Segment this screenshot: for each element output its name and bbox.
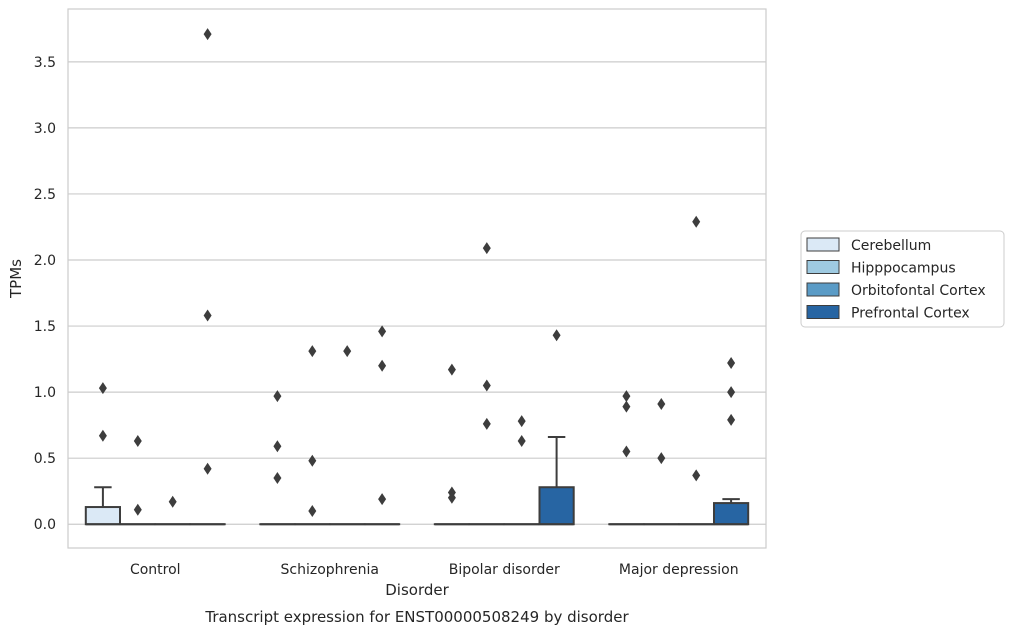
x-tick-label: Bipolar disorder — [449, 562, 560, 578]
box-2-3 — [678, 215, 715, 526]
outlier-point — [517, 434, 526, 447]
outlier-point — [517, 415, 526, 428]
x-tick-label: Control — [130, 562, 181, 578]
box-0-1 — [259, 390, 296, 526]
box-body — [84, 506, 122, 526]
y-tick-label: 1.5 — [34, 319, 56, 335]
y-tick-label: 0.5 — [34, 451, 56, 467]
legend-frame — [800, 230, 1005, 328]
outlier-point — [692, 215, 701, 228]
box-body — [712, 502, 750, 526]
outlier-point — [273, 440, 282, 453]
box-0-3 — [608, 390, 645, 526]
legend-label: Hipppocampus — [851, 261, 956, 277]
box-1-2 — [468, 242, 505, 526]
box-2-0 — [154, 495, 191, 526]
outlier-point — [727, 386, 736, 399]
outlier-point — [308, 454, 317, 467]
outlier-point — [273, 390, 282, 403]
box-0-2 — [433, 363, 471, 526]
legend-swatch — [806, 305, 840, 319]
box-3-0 — [189, 28, 226, 526]
outlier-point — [273, 471, 282, 484]
y-tick-label: 3.5 — [34, 55, 56, 71]
chart-caption: Transcript expression for ENST0000050824… — [204, 608, 629, 626]
box-3-3 — [712, 357, 750, 526]
legend-swatch — [806, 237, 840, 252]
outlier-point — [447, 363, 456, 376]
box-1-1 — [294, 345, 331, 526]
y-tick-label: 2.0 — [34, 253, 56, 269]
outlier-point — [482, 379, 491, 392]
outlier-point — [203, 28, 212, 41]
x-tick-label: Major depression — [619, 562, 739, 578]
outlier-point — [308, 345, 317, 358]
outlier-point — [622, 400, 631, 413]
box-1-0 — [119, 434, 156, 526]
box-1-3 — [643, 398, 680, 526]
y-axis-label: TPMs — [7, 259, 25, 299]
grid-lines — [68, 61, 766, 525]
outlier-point — [133, 434, 142, 447]
box-3-1 — [363, 325, 401, 526]
y-tick-label: 0.0 — [34, 517, 56, 533]
outlier-point — [727, 413, 736, 426]
legend-swatch — [806, 282, 840, 297]
box-0-0 — [84, 382, 122, 526]
outlier-point — [657, 398, 666, 411]
legend-label: Cerebellum — [851, 238, 931, 254]
outlier-point — [622, 445, 631, 458]
outlier-point — [482, 242, 491, 255]
outlier-point — [98, 382, 107, 395]
outlier-point — [727, 357, 736, 370]
outlier-point — [308, 505, 317, 518]
box-body — [538, 486, 575, 526]
outlier-point — [378, 359, 387, 372]
box-2-1 — [329, 345, 366, 526]
x-axis-ticks: Control Schizophrenia Bipolar disorder Majo… — [130, 562, 739, 578]
y-tick-label: 1.0 — [34, 385, 56, 401]
y-tick-label: 2.5 — [34, 187, 56, 203]
plot-area-frame — [67, 8, 767, 549]
legend: Cerebellum Hipppocampus Orbitofontal Corte… — [800, 230, 1005, 328]
outlier-point — [133, 503, 142, 516]
outlier-point — [98, 429, 107, 442]
outlier-point — [482, 417, 491, 430]
x-tick-label: Schizophrenia — [281, 562, 379, 578]
box-3-2 — [538, 329, 575, 526]
outlier-point — [168, 495, 177, 508]
legend-swatch — [806, 260, 840, 274]
y-axis-ticks: 0.0 0.5 1.0 1.5 2.0 2.5 3.0 3.5 — [34, 55, 56, 533]
outlier-point — [552, 329, 561, 342]
x-axis-label: Disorder — [385, 581, 449, 599]
outlier-point — [657, 452, 666, 465]
y-tick-label: 3.0 — [34, 121, 56, 137]
outlier-point — [378, 325, 387, 338]
outlier-point — [203, 462, 212, 475]
outlier-point — [622, 390, 631, 403]
legend-label: Prefrontal Cortex — [851, 306, 970, 322]
box-2-2 — [503, 415, 540, 526]
box-plot-marks — [84, 28, 750, 526]
outlier-point — [203, 309, 212, 322]
legend-label: Orbitofontal Cortex — [851, 283, 986, 299]
outlier-point — [447, 491, 456, 504]
outlier-point — [343, 345, 352, 358]
outlier-point — [378, 493, 387, 506]
outlier-point — [692, 469, 701, 482]
